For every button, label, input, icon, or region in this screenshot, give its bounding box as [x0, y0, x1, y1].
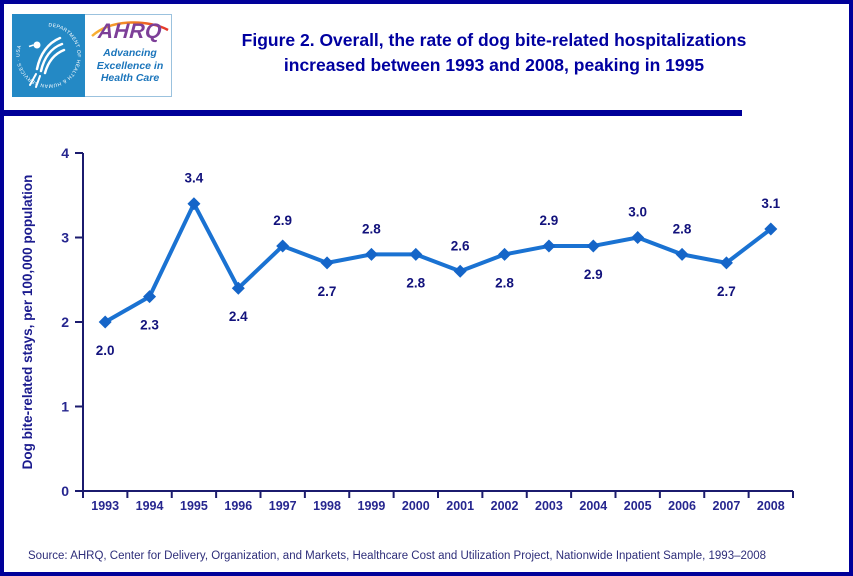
data-label-1998: 2.7: [318, 284, 337, 299]
header-divider: [4, 110, 742, 116]
data-point-2003: [542, 239, 556, 253]
ahrq-swoosh-icon: [91, 21, 169, 37]
data-label-1996: 2.4: [229, 309, 248, 324]
tagline-line-3: Health Care: [100, 72, 160, 84]
x-tick-label-1995: 1995: [180, 499, 208, 513]
data-label-2001: 2.6: [451, 238, 470, 253]
tagline-line-1: Advancing: [103, 47, 157, 59]
data-label-2002: 2.8: [495, 275, 514, 290]
data-label-1994: 2.3: [140, 318, 159, 333]
data-point-2002: [498, 247, 512, 261]
figure-title-line-2: increased between 1993 and 2008, peaking…: [283, 55, 705, 75]
y-tick-label-0: 0: [61, 483, 69, 499]
data-point-1993: [98, 315, 112, 329]
x-tick-label-2004: 2004: [579, 499, 607, 513]
figure-title: Figure 2. Overall, the rate of dog bite-…: [184, 28, 804, 78]
data-point-2001: [453, 264, 467, 278]
data-point-1995: [187, 197, 201, 211]
x-tick-label-2001: 2001: [446, 499, 474, 513]
x-tick-label-2006: 2006: [668, 499, 696, 513]
x-tick-label-1993: 1993: [91, 499, 119, 513]
x-tick-label-2000: 2000: [402, 499, 430, 513]
data-point-1997: [276, 239, 290, 253]
data-label-2006: 2.8: [673, 221, 692, 236]
ahrq-logo-art: DEPARTMENT OF HEALTH & HUMAN SERVICES · …: [12, 14, 172, 97]
figure-title-line-1: Figure 2. Overall, the rate of dog bite-…: [241, 30, 747, 50]
eagle-beak: [28, 44, 34, 48]
x-tick-label-1996: 1996: [224, 499, 252, 513]
x-tick-label-1997: 1997: [269, 499, 297, 513]
data-label-1993: 2.0: [96, 343, 115, 358]
source-note: Source: AHRQ, Center for Delivery, Organ…: [28, 550, 767, 562]
data-label-2000: 2.8: [406, 275, 425, 290]
data-label-2003: 2.9: [540, 213, 559, 228]
data-point-2000: [409, 247, 423, 261]
x-tick-label-2002: 2002: [491, 499, 519, 513]
data-point-2008: [764, 222, 778, 236]
y-tick-label-2: 2: [61, 314, 69, 330]
data-point-1998: [320, 256, 334, 270]
eagle-head: [33, 41, 41, 49]
x-tick-label-2008: 2008: [757, 499, 785, 513]
eagle-icon: [29, 36, 66, 88]
ahrq-tagline: Advancing Excellence in Health Care: [88, 47, 172, 85]
y-tick-label-1: 1: [61, 399, 69, 415]
x-tick-label-1994: 1994: [136, 499, 164, 513]
data-label-2004: 2.9: [584, 267, 603, 282]
data-label-1997: 2.9: [273, 213, 292, 228]
x-tick-label-1998: 1998: [313, 499, 341, 513]
ahrq-logo: DEPARTMENT OF HEALTH & HUMAN SERVICES · …: [12, 14, 172, 97]
y-tick-label-3: 3: [61, 230, 69, 246]
data-label-2008: 3.1: [761, 196, 780, 211]
data-point-2005: [631, 231, 645, 244]
data-point-1994: [143, 290, 157, 304]
data-point-2007: [719, 256, 733, 270]
data-point-2004: [586, 239, 600, 253]
data-line: [103, 201, 773, 324]
data-point-1999: [364, 247, 378, 261]
data-point-1996: [231, 281, 245, 295]
x-tick-label-2007: 2007: [713, 499, 741, 513]
data-label-2007: 2.7: [717, 284, 736, 299]
y-axis-title: Dog bite-related stays, per 100,000 popu…: [20, 175, 35, 470]
y-tick-label-4: 4: [61, 145, 69, 161]
data-label-1995: 3.4: [185, 171, 204, 186]
x-tick-label-1999: 1999: [358, 499, 386, 513]
ahrq-wordmark: AHRQ: [97, 20, 163, 43]
x-tick-label-2003: 2003: [535, 499, 563, 513]
data-label-2005: 3.0: [628, 205, 647, 220]
line-chart: 0 1 2 3 4 1993 1994 1995 1996 1997 1998 1999 2000 200…: [20, 145, 794, 513]
data-point-2006: [675, 247, 689, 261]
x-tick-label-2005: 2005: [624, 499, 652, 513]
tagline-line-2: Excellence in: [96, 59, 164, 72]
data-label-1999: 2.8: [362, 221, 381, 236]
